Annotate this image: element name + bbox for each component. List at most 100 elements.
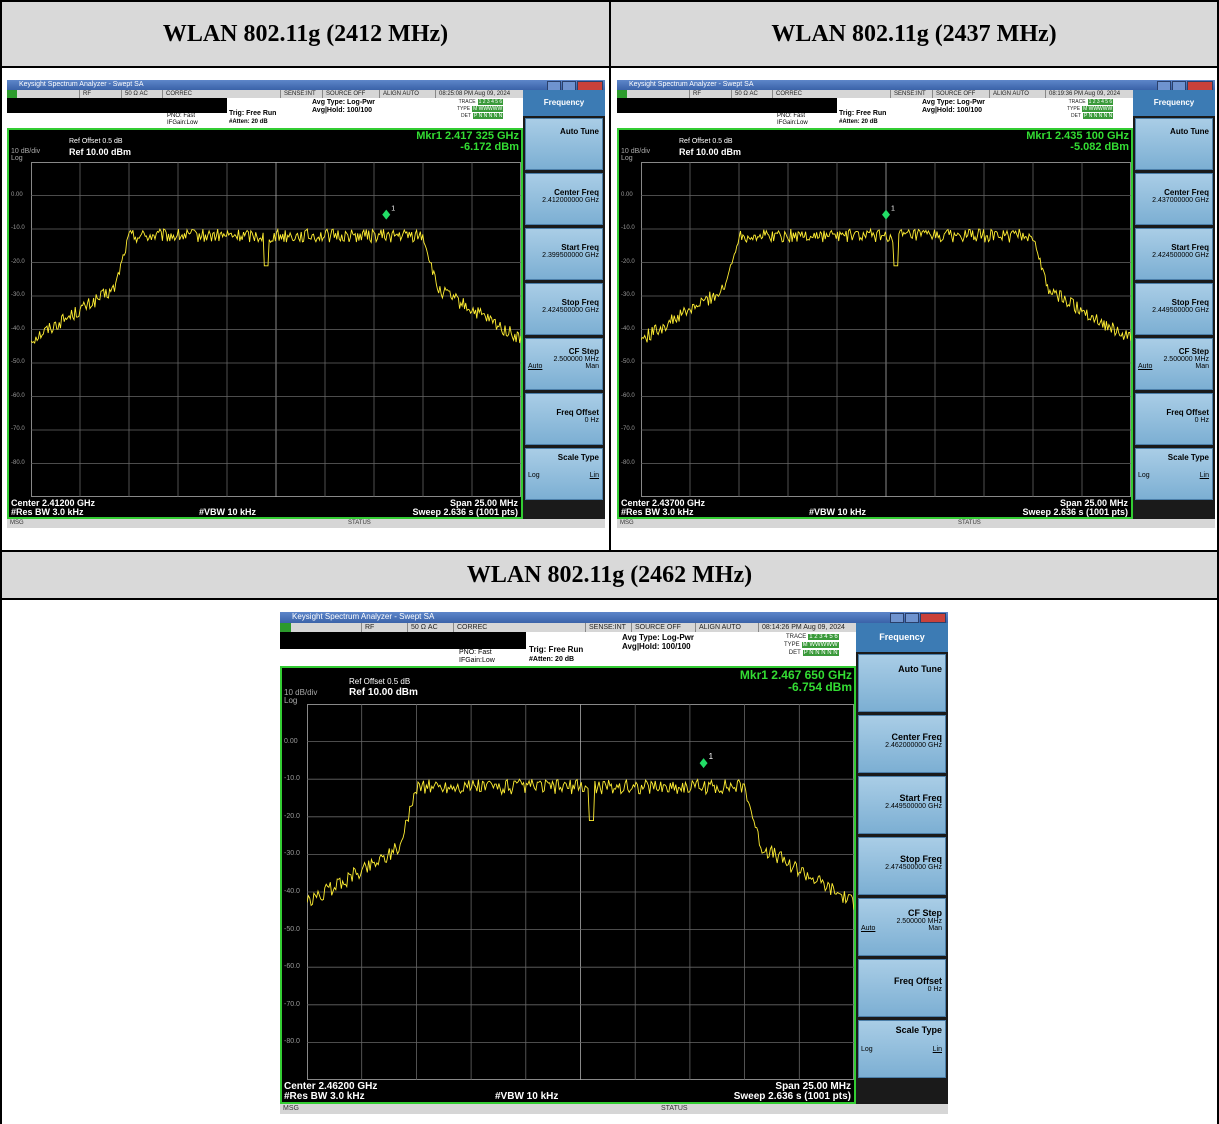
y-axis-tick-label: 0.00	[284, 737, 298, 745]
y-axis-tick-label: -70.0	[11, 426, 25, 432]
softkey-label: CF Step	[1178, 347, 1209, 356]
minimize-icon[interactable]	[890, 613, 904, 623]
spectrum-analyzer-window-2462: Keysight Spectrum Analyzer - Swept SA RF 5…	[280, 612, 948, 1114]
center-freq-button[interactable]: Center Freq 2.412000000 GHz	[525, 173, 603, 225]
cf-step-button[interactable]: CF Step 2.500000 MHz Auto Man	[525, 338, 603, 390]
man-option[interactable]: Man	[585, 363, 599, 370]
log-option[interactable]: Log	[528, 472, 540, 479]
start-freq-button[interactable]: Start Freq 2.424500000 GHz	[1135, 228, 1213, 280]
marker-1-icon[interactable]	[882, 209, 890, 220]
center-freq-button[interactable]: Center Freq 2.437000000 GHz	[1135, 173, 1213, 225]
center-freq-button[interactable]: Center Freq 2.462000000 GHz	[858, 715, 946, 773]
cf-step-button[interactable]: CF Step 2.500000 MHz Auto Man	[858, 898, 946, 956]
lin-option[interactable]: Lin	[589, 472, 599, 479]
auto-option[interactable]: Auto	[1138, 363, 1153, 370]
spectrum-analyzer-window-2412: Keysight Spectrum Analyzer - Swept SA RF 5…	[7, 80, 605, 528]
maximize-icon[interactable]	[905, 613, 919, 623]
man-option[interactable]: Man	[928, 925, 942, 932]
softkey-label: Freq Offset	[1166, 408, 1209, 417]
table-border	[1217, 0, 1219, 1124]
auto-man-toggle[interactable]: Auto Man	[859, 925, 942, 932]
stop-freq-button[interactable]: Stop Freq 2.424500000 GHz	[525, 283, 603, 335]
pno-label: PNO: Fast	[777, 113, 806, 119]
freq-offset-button[interactable]: Freq Offset 0 Hz	[1135, 393, 1213, 445]
status-strip-item: CORREC	[162, 90, 192, 98]
avg-type-label: Avg Type: Log-Pwr	[312, 99, 375, 106]
ref-level-label: Ref 10.00 dBm	[679, 147, 742, 157]
start-freq-button[interactable]: Start Freq 2.449500000 GHz	[858, 776, 946, 834]
status-strip-item: RF	[689, 90, 701, 98]
softkey-value: 2.424500000 GHz	[1152, 252, 1209, 259]
y-axis-tick-label: -30.0	[284, 850, 300, 858]
y-axis-tick-label: -80.0	[11, 459, 25, 466]
auto-tune-button[interactable]: Auto Tune	[525, 118, 603, 170]
atten-label: #Atten: 20 dB	[229, 119, 268, 125]
close-icon[interactable]	[920, 613, 946, 623]
spectrum-display[interactable]: Ref Offset 0.5 dB Ref 10.00 dBm 10 dB/div L…	[7, 128, 523, 519]
man-option[interactable]: Man	[1195, 363, 1209, 370]
marker-frequency-readout: Mkr1 2.435 100 GHz	[1026, 130, 1129, 142]
auto-option[interactable]: Auto	[861, 925, 876, 932]
marker-1-icon[interactable]	[382, 209, 391, 220]
auto-man-toggle[interactable]: Auto Man	[526, 363, 599, 370]
lin-option[interactable]: Lin	[1199, 472, 1209, 479]
header-cell-2437: WLAN 802.11g (2437 MHz)	[611, 2, 1217, 66]
log-option[interactable]: Log	[861, 1046, 873, 1053]
freq-offset-button[interactable]: Freq Offset 0 Hz	[525, 393, 603, 445]
auto-option[interactable]: Auto	[528, 363, 543, 370]
header-cell-2412: WLAN 802.11g (2412 MHz)	[2, 2, 609, 66]
scale-type-button[interactable]: Scale Type Log Lin	[525, 448, 603, 500]
trace-row-value: M WWWWW	[801, 642, 839, 648]
trace-row: TYPE M WWWWW	[784, 641, 839, 649]
softkey-value: 2.449500000 GHz	[885, 803, 942, 810]
spectrum-display[interactable]: Ref Offset 0.5 dB Ref 10.00 dBm 10 dB/div L…	[617, 128, 1133, 519]
header-cell-2462: WLAN 802.11g (2462 MHz)	[2, 552, 1217, 598]
trace-indicator: TRACE 1 2 3 4 5 6 TYPE M WWWWW DET P N N N N …	[1067, 99, 1114, 120]
spectrum-display[interactable]: Ref Offset 0.5 dB Ref 10.00 dBm 10 dB/div L…	[280, 666, 856, 1104]
softkey-menu: Frequency Auto Tune Center Freq 2.462000000…	[856, 623, 948, 1104]
avg-hold-label: Avg|Hold: 100/100	[312, 107, 373, 114]
stop-freq-button[interactable]: Stop Freq 2.449500000 GHz	[1135, 283, 1213, 335]
stop-freq-button[interactable]: Stop Freq 2.474500000 GHz	[858, 837, 946, 895]
settings-panel: PNO: Fast IFGain:Low Trig: Free Run #Atten:…	[280, 632, 856, 666]
log-lin-toggle[interactable]: Log Lin	[1136, 472, 1209, 479]
auto-tune-button[interactable]: Auto Tune	[1135, 118, 1213, 170]
header-text: WLAN 802.11g (2412 MHz)	[162, 20, 449, 47]
softkey-label: Start Freq	[899, 793, 942, 803]
lin-option[interactable]: Lin	[932, 1046, 942, 1053]
log-option[interactable]: Log	[1138, 472, 1150, 479]
y-axis-tick-label: -30.0	[11, 292, 25, 298]
header-text: WLAN 802.11g (2437 MHz)	[771, 20, 1057, 47]
cf-step-button[interactable]: CF Step 2.500000 MHz Auto Man	[1135, 338, 1213, 390]
auto-man-toggle[interactable]: Auto Man	[1136, 363, 1209, 370]
log-lin-toggle[interactable]: Log Lin	[526, 472, 599, 479]
y-axis-tick-label: -10.0	[621, 225, 635, 231]
y-axis-tick-label: -50.0	[621, 359, 635, 365]
spectrum-analyzer-window-2437: Keysight Spectrum Analyzer - Swept SA RF 5…	[617, 80, 1215, 528]
marker-1-label: 1	[891, 206, 895, 213]
scale-type-button[interactable]: Scale Type Log Lin	[1135, 448, 1213, 500]
log-lin-toggle[interactable]: Log Lin	[859, 1046, 942, 1053]
marker-level-readout: -6.172 dBm	[460, 141, 519, 153]
scale-type-button[interactable]: Scale Type Log Lin	[858, 1020, 946, 1078]
avg-hold-label: Avg|Hold: 100/100	[922, 107, 983, 114]
start-freq-button[interactable]: Start Freq 2.399500000 GHz	[525, 228, 603, 280]
window-title-bar[interactable]: Keysight Spectrum Analyzer - Swept SA	[7, 80, 605, 91]
auto-tune-button[interactable]: Auto Tune	[858, 654, 946, 712]
freq-offset-button[interactable]: Freq Offset 0 Hz	[858, 959, 946, 1017]
trace-row: TRACE 1 2 3 4 5 6	[784, 633, 839, 641]
ifgain-label: IFGain:Low	[459, 657, 495, 664]
marker-1-icon[interactable]	[699, 758, 708, 769]
window-title-bar[interactable]: Keysight Spectrum Analyzer - Swept SA	[617, 80, 1215, 91]
lxi-icon	[7, 90, 17, 98]
status-label: STATUS	[661, 1105, 688, 1112]
window-title-bar[interactable]: Keysight Spectrum Analyzer - Swept SA	[280, 612, 948, 623]
trace-row-label: DET	[788, 650, 801, 656]
status-strip-item: ALIGN AUTO	[379, 90, 419, 98]
status-strip: RF 50 Ω AC CORREC SENSE:INT SOURCE OFF ALIGN …	[7, 90, 523, 98]
trace-plot: 1	[641, 162, 1131, 497]
softkey-label: Stop Freq	[900, 854, 942, 864]
marker-level-readout: -6.754 dBm	[787, 680, 852, 694]
trace-row: DET P N N N N N	[784, 649, 839, 657]
softkey-value: 2.500000 MHz	[896, 918, 942, 925]
